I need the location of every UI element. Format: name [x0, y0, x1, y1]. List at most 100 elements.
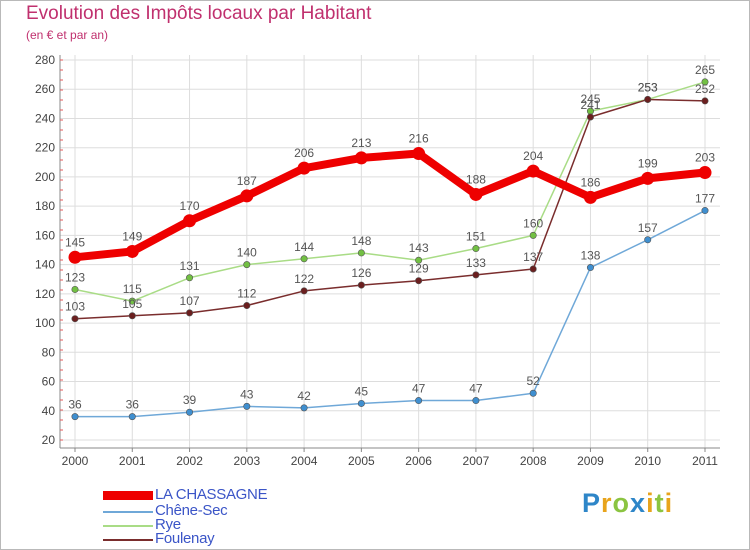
data-label-foulenay-2008: 137	[523, 250, 543, 264]
legend-label-chene-sec: Chêne-Sec	[155, 502, 228, 519]
point-rye-2001	[128, 297, 136, 305]
point-la-chassagne-2010	[641, 171, 655, 185]
y-tick-label-260: 260	[35, 82, 55, 96]
data-label-la-chassagne-2007: 188	[466, 172, 486, 186]
point-ch-ne-sec-2003	[243, 402, 251, 410]
data-label-ch-ne-sec-2001: 36	[126, 398, 140, 412]
proxiti-logo: Proxiti	[582, 488, 673, 519]
point-la-chassagne-2007	[469, 187, 483, 201]
x-tick-label-2007: 2007	[463, 454, 490, 468]
series-line-foulenay	[74, 98, 706, 320]
x-tick-label-2008: 2008	[520, 454, 547, 468]
data-label-ch-ne-sec-2005: 45	[355, 384, 369, 398]
point-la-chassagne-2000	[68, 250, 82, 264]
data-label-foulenay-2010: 253	[638, 80, 658, 94]
logo-letter-0: P	[582, 488, 602, 518]
point-la-chassagne-2005	[354, 151, 368, 165]
data-label-rye-2010: 253	[638, 80, 658, 94]
series-line-la-chassagne	[71, 149, 709, 262]
point-foulenay-2000	[71, 315, 79, 323]
point-foulenay-2003	[243, 302, 251, 310]
data-label-foulenay-2005: 126	[351, 266, 371, 280]
point-rye-2006	[415, 256, 423, 264]
data-label-rye-2009: 245	[580, 92, 600, 106]
point-la-chassagne-2006	[412, 147, 426, 161]
point-foulenay-2008	[529, 265, 537, 273]
data-label-ch-ne-sec-2009: 138	[580, 249, 600, 263]
point-ch-ne-sec-2004	[300, 404, 308, 412]
point-foulenay-2001	[128, 312, 136, 320]
point-foulenay-2009	[586, 113, 594, 121]
data-label-foulenay-2004: 122	[294, 272, 314, 286]
data-label-la-chassagne-2003: 187	[237, 174, 257, 188]
point-ch-ne-sec-2006	[415, 397, 423, 405]
y-tick-label-280: 280	[35, 53, 55, 67]
point-ch-ne-sec-2009	[586, 264, 594, 272]
point-rye-2003	[243, 261, 251, 269]
y-tick-label-60: 60	[42, 375, 56, 389]
data-label-rye-2011: 265	[695, 63, 715, 77]
logo-letter-3: x	[630, 488, 647, 518]
x-tick-label-2000: 2000	[62, 454, 89, 468]
point-la-chassagne-2001	[125, 244, 139, 258]
y-tick-label-200: 200	[35, 170, 55, 184]
point-la-chassagne-2009	[583, 190, 597, 204]
data-label-la-chassagne-2002: 170	[180, 199, 200, 213]
gridlines	[60, 55, 720, 448]
x-tick-label-2006: 2006	[405, 454, 432, 468]
point-ch-ne-sec-2000	[71, 413, 79, 421]
data-label-foulenay-2007: 133	[466, 256, 486, 270]
x-tick-label-2010: 2010	[634, 454, 661, 468]
point-rye-2011	[701, 78, 709, 86]
data-label-la-chassagne-2009: 186	[580, 175, 600, 189]
point-la-chassagne-2008	[526, 164, 540, 178]
x-tick-label-2003: 2003	[233, 454, 260, 468]
x-tick-label-2004: 2004	[291, 454, 318, 468]
data-label-foulenay-2009: 241	[580, 98, 600, 112]
y-tick-label-160: 160	[35, 228, 55, 242]
data-label-foulenay-2003: 112	[237, 287, 256, 301]
data-label-foulenay-2001: 105	[122, 297, 142, 311]
point-la-chassagne-2011	[698, 166, 712, 180]
data-label-ch-ne-sec-2006: 47	[412, 382, 426, 396]
logo-letter-5: t	[654, 488, 665, 518]
logo-letter-4: i	[646, 488, 655, 518]
data-label-foulenay-2011: 252	[695, 82, 715, 96]
x-tick-label-2009: 2009	[577, 454, 604, 468]
data-label-rye-2008: 160	[523, 216, 543, 230]
data-label-rye-2002: 131	[180, 259, 200, 273]
logo-letter-1: r	[601, 488, 613, 518]
point-ch-ne-sec-2007	[472, 397, 480, 405]
data-label-rye-2005: 148	[351, 234, 371, 248]
data-label-la-chassagne-2006: 216	[409, 132, 429, 146]
data-label-foulenay-2002: 107	[180, 294, 200, 308]
data-label-ch-ne-sec-2008: 52	[527, 374, 541, 388]
data-label-ch-ne-sec-2000: 36	[68, 398, 82, 412]
point-ch-ne-sec-2001	[128, 413, 136, 421]
data-label-foulenay-2006: 129	[409, 262, 429, 276]
data-label-ch-ne-sec-2003: 43	[240, 387, 254, 401]
legend-swatch-foulenay	[103, 539, 153, 541]
data-label-rye-2006: 143	[409, 241, 429, 255]
y-tick-label-20: 20	[42, 433, 56, 447]
data-label-la-chassagne-2004: 206	[294, 146, 314, 160]
data-label-rye-2000: 123	[65, 270, 85, 284]
data-label-la-chassagne-2011: 203	[695, 151, 715, 165]
data-label-rye-2004: 144	[294, 240, 314, 254]
point-foulenay-2010	[644, 95, 652, 103]
legend-label-foulenay: Foulenay	[155, 530, 215, 547]
point-la-chassagne-2004	[297, 161, 311, 175]
data-label-ch-ne-sec-2011: 177	[695, 192, 715, 206]
y-tick-label-140: 140	[35, 258, 55, 272]
data-label-ch-ne-sec-2004: 42	[297, 389, 311, 403]
point-ch-ne-sec-2010	[644, 236, 652, 244]
data-label-ch-ne-sec-2010: 157	[638, 221, 658, 235]
data-label-la-chassagne-2001: 149	[122, 229, 142, 243]
data-label-rye-2003: 140	[237, 246, 257, 260]
point-foulenay-2005	[357, 281, 365, 289]
x-tick-label-2011: 2011	[692, 454, 718, 468]
point-rye-2004	[300, 255, 308, 263]
point-foulenay-2006	[415, 277, 423, 285]
